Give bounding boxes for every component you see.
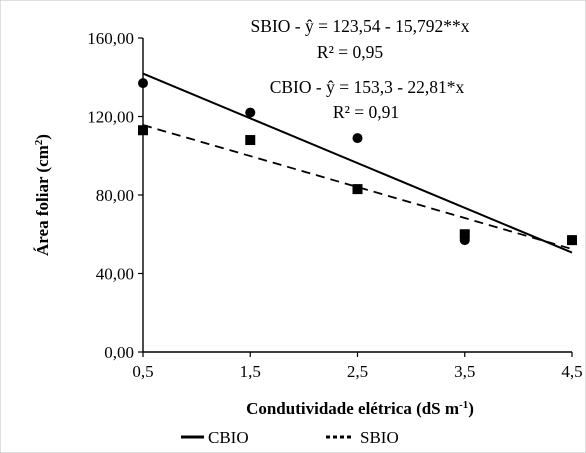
y-axis-title-text: Área foliar (cm <box>33 145 52 256</box>
data-points <box>138 78 577 246</box>
cbio-point <box>138 78 148 89</box>
legend-cbio-label: CBIO <box>208 428 249 447</box>
sbio-point <box>245 135 256 146</box>
sbio-point <box>138 125 148 136</box>
sbio-point <box>459 229 470 240</box>
y-tick-label: 120,00 <box>87 108 134 127</box>
x-axis-title-superscript: -1 <box>459 399 468 411</box>
y-axis-title-close: ) <box>33 134 52 140</box>
cbio-point <box>245 107 256 118</box>
y-tick-label: 40,00 <box>96 265 134 284</box>
y-tick-label: 160,00 <box>87 29 134 48</box>
x-tick-label: 2,5 <box>347 362 368 381</box>
y-axis-title: Área foliar (cm2) <box>33 134 52 256</box>
y-axis-title-superscript: 2 <box>33 139 45 145</box>
x-tick-label: 1,5 <box>240 362 261 381</box>
x-ticks: 0,5 1,5 2,5 3,5 4,5 <box>132 352 583 381</box>
cbio-r2: R² = 0,91 <box>333 102 399 122</box>
legend-sbio-label: SBIO <box>360 428 399 447</box>
x-axis-title: Condutividade elétrica (dS m-1) <box>246 399 474 418</box>
y-tick-label: 80,00 <box>96 186 134 205</box>
legend: CBIO SBIO <box>181 428 399 447</box>
y-tick-label: 0,00 <box>104 343 134 362</box>
cbio-point <box>352 133 363 144</box>
y-ticks: 0,00 40,00 80,00 120,00 160,00 <box>87 29 143 362</box>
sbio-point <box>352 184 363 195</box>
trendlines <box>142 72 573 254</box>
x-axis-title-close: ) <box>468 399 474 418</box>
x-tick-label: 0,5 <box>132 362 153 381</box>
sbio-point <box>567 235 577 246</box>
x-axis-title-text: Condutividade elétrica (dS m <box>246 399 459 418</box>
cbio-equation: CBIO - ŷ = 153,3 - 22,81*x <box>270 77 465 97</box>
x-tick-label: 3,5 <box>454 362 475 381</box>
sbio-r2: R² = 0,95 <box>317 42 383 62</box>
x-tick-label: 4,5 <box>561 362 582 381</box>
sbio-equation: SBIO - ŷ = 123,54 - 15,792**x <box>251 16 470 36</box>
cbio-trendline <box>142 72 573 254</box>
